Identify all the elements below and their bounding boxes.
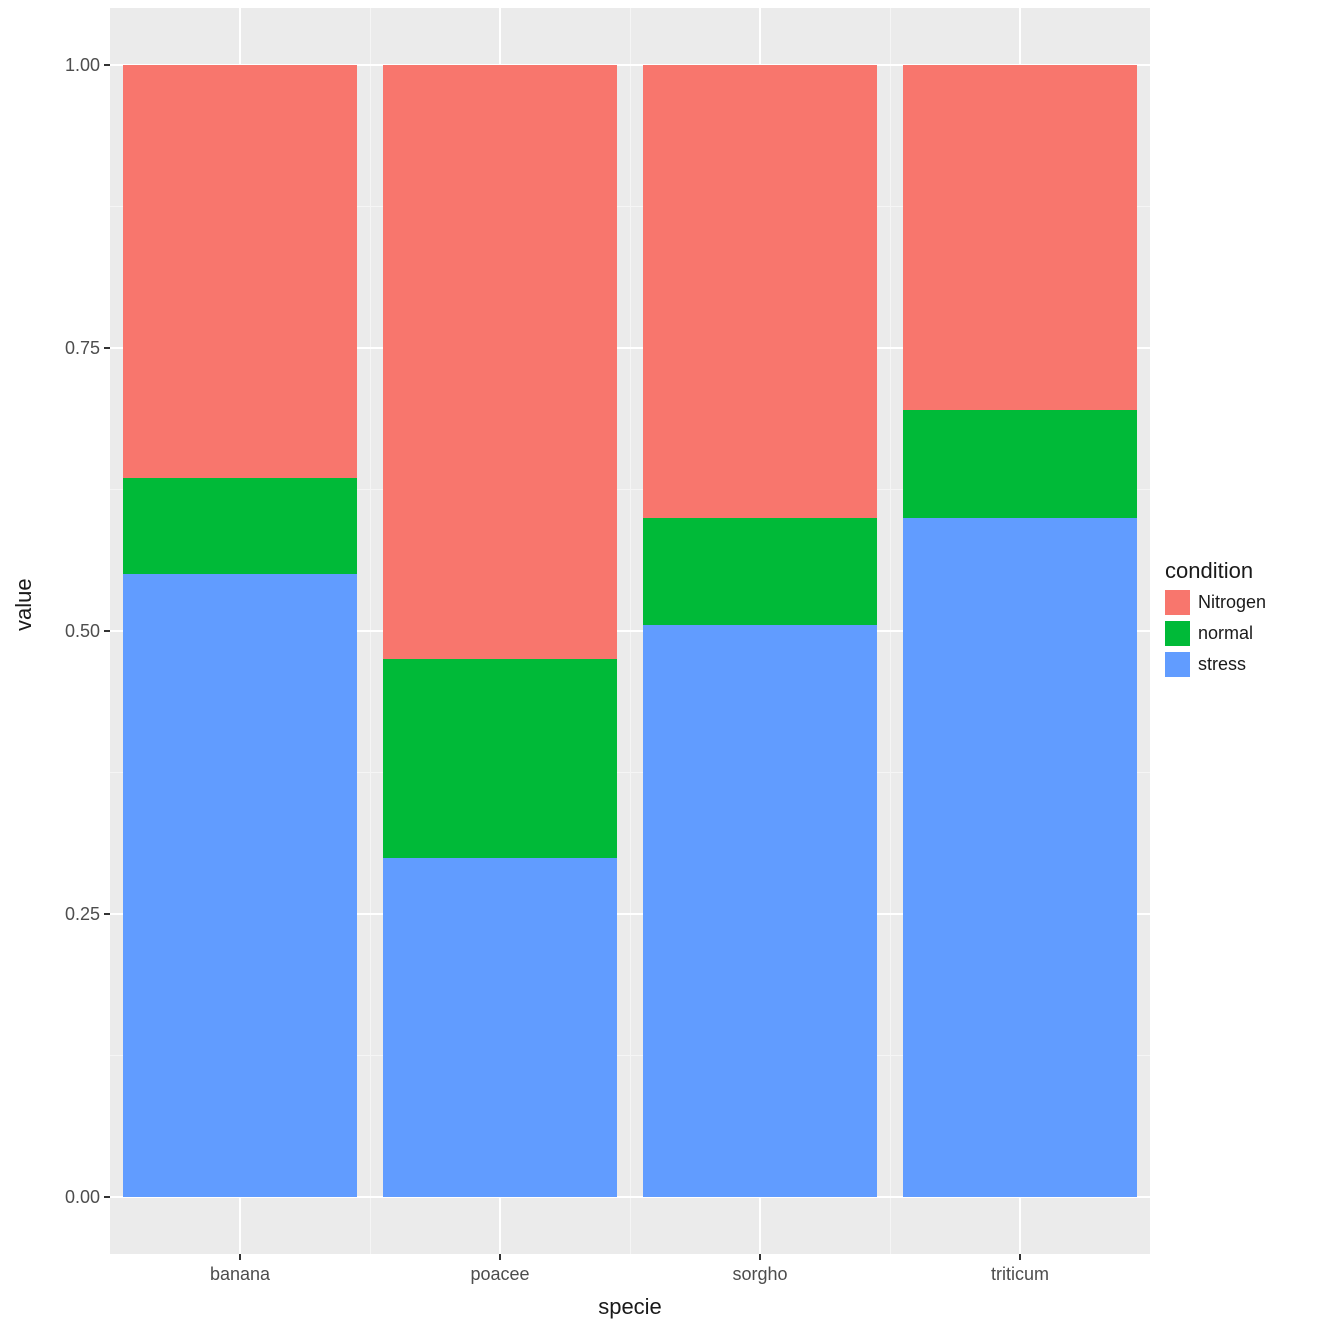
y-tick-label: 1.00 [65,55,100,76]
y-tick-mark [104,1196,110,1198]
legend-label: Nitrogen [1198,592,1266,613]
y-tick-label: 0.50 [65,621,100,642]
legend-item: normal [1165,621,1266,646]
bar-segment [123,478,357,574]
x-tick-mark [759,1254,761,1260]
bar-segment [903,518,1137,1198]
x-tick-mark [1019,1254,1021,1260]
bar-segment [643,625,877,1197]
bar-segment [643,518,877,626]
x-tick-label: triticum [991,1264,1049,1285]
chart-figure: 0.00 0.25 0.50 0.75 1.00 banana poacee sorgho t… [0,0,1344,1344]
x-axis-title: specie [598,1294,662,1320]
legend: condition Nitrogen normal stress [1165,558,1266,677]
legend-key [1165,590,1190,615]
y-tick-label: 0.75 [65,338,100,359]
legend-items: Nitrogen normal stress [1165,590,1266,677]
bar-segment [123,65,357,478]
bar-segment [383,65,617,660]
y-tick-label: 0.25 [65,904,100,925]
legend-key [1165,621,1190,646]
bar-segment [903,410,1137,518]
y-axis-title: value [11,578,37,631]
legend-label: stress [1198,654,1246,675]
legend-item: Nitrogen [1165,590,1266,615]
bar-segment [643,65,877,518]
bar-segment [383,858,617,1198]
y-tick-mark [104,630,110,632]
y-tick-mark [104,347,110,349]
legend-label: normal [1198,623,1253,644]
legend-item: stress [1165,652,1266,677]
bar-segment [383,659,617,857]
y-tick-mark [104,913,110,915]
bar-segment [903,65,1137,410]
legend-title: condition [1165,558,1266,584]
x-tick-label: banana [210,1264,270,1285]
x-tick-label: poacee [470,1264,529,1285]
x-tick-mark [499,1254,501,1260]
bar-segment [123,574,357,1197]
y-tick-mark [104,64,110,66]
y-tick-label: 0.00 [65,1187,100,1208]
legend-key [1165,652,1190,677]
x-tick-mark [239,1254,241,1260]
x-tick-label: sorgho [732,1264,787,1285]
